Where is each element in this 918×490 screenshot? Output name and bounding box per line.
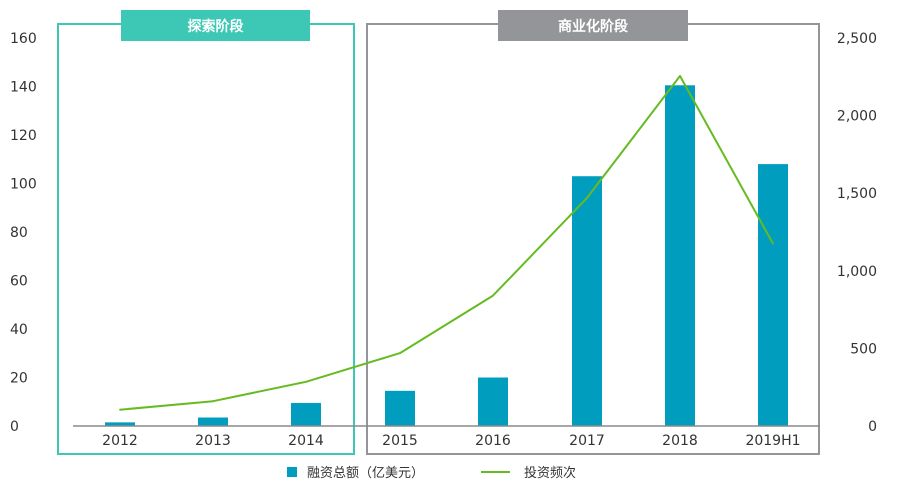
phase-boxes: 探索阶段 商业化阶段 (57, 10, 820, 455)
bar-2016 (478, 377, 508, 426)
right-tick-label: 1,000 (837, 264, 877, 280)
line-point-2019H1 (772, 242, 774, 245)
line-point-2013 (212, 400, 214, 403)
line-point-2015 (399, 352, 401, 354)
right-tick-label: 2,000 (837, 109, 877, 125)
left-tick-label: 40 (10, 322, 28, 338)
legend-bar-label: 融资总额（亿美元） (307, 466, 424, 481)
bar-series (105, 85, 788, 426)
left-tick-label: 0 (10, 419, 19, 435)
line-point-2012 (119, 408, 121, 411)
x-tick-label: 2015 (382, 433, 418, 449)
right-tick-label: 2,500 (837, 31, 877, 47)
right-tick-label: 500 (850, 341, 877, 357)
left-tick-label: 120 (10, 128, 37, 144)
left-tick-label: 80 (10, 225, 28, 241)
x-tick-label: 2012 (102, 433, 138, 449)
x-tick-label: 2014 (288, 433, 324, 449)
bar-2017 (572, 176, 602, 426)
bar-2013 (198, 417, 228, 426)
phase-label-1: 探索阶段 (188, 18, 244, 35)
x-tick-label: 2017 (569, 433, 605, 449)
line-investment-frequency (119, 75, 774, 411)
legend-bar-swatch (287, 467, 297, 477)
phase-header-2 (498, 10, 688, 41)
left-tick-label: 140 (10, 80, 37, 96)
legend-line-label: 投资频次 (524, 465, 576, 481)
x-axis-ticks: 2012 2013 2014 2015 2016 2017 2018 2019H1 (102, 433, 800, 449)
x-tick-label: 2016 (475, 433, 511, 449)
phase-header-1 (121, 10, 310, 41)
bar-2014 (291, 402, 321, 426)
left-tick-label: 100 (10, 177, 37, 193)
line-point-2018 (679, 75, 681, 77)
phase-box-1 (57, 23, 355, 455)
line-point-2017 (586, 197, 588, 199)
x-tick-label: 2018 (662, 433, 698, 449)
bar-2018 (665, 85, 695, 426)
left-tick-label: 20 (10, 371, 28, 387)
bar-2012 (105, 422, 135, 426)
right-axis-ticks: 0 500 1,000 1,500 2,000 2,500 (837, 31, 877, 435)
left-tick-label: 60 (10, 274, 28, 290)
x-tick-label: 2019H1 (745, 433, 800, 449)
x-tick-label: 2013 (195, 433, 231, 449)
left-tick-label: 160 (10, 31, 37, 47)
bar-2015 (385, 390, 415, 426)
right-tick-label: 0 (868, 419, 877, 435)
line-point-2016 (492, 294, 494, 297)
line-series (119, 75, 774, 411)
bar-2019H1 (758, 164, 788, 426)
phase-label-2: 商业化阶段 (558, 18, 628, 35)
legend: 融资总额（亿美元） 投资频次 (287, 465, 576, 481)
left-axis-ticks: 0 20 40 60 80 100 120 140 160 (10, 31, 37, 435)
line-point-2014 (305, 380, 307, 383)
right-tick-label: 1,500 (837, 186, 877, 202)
